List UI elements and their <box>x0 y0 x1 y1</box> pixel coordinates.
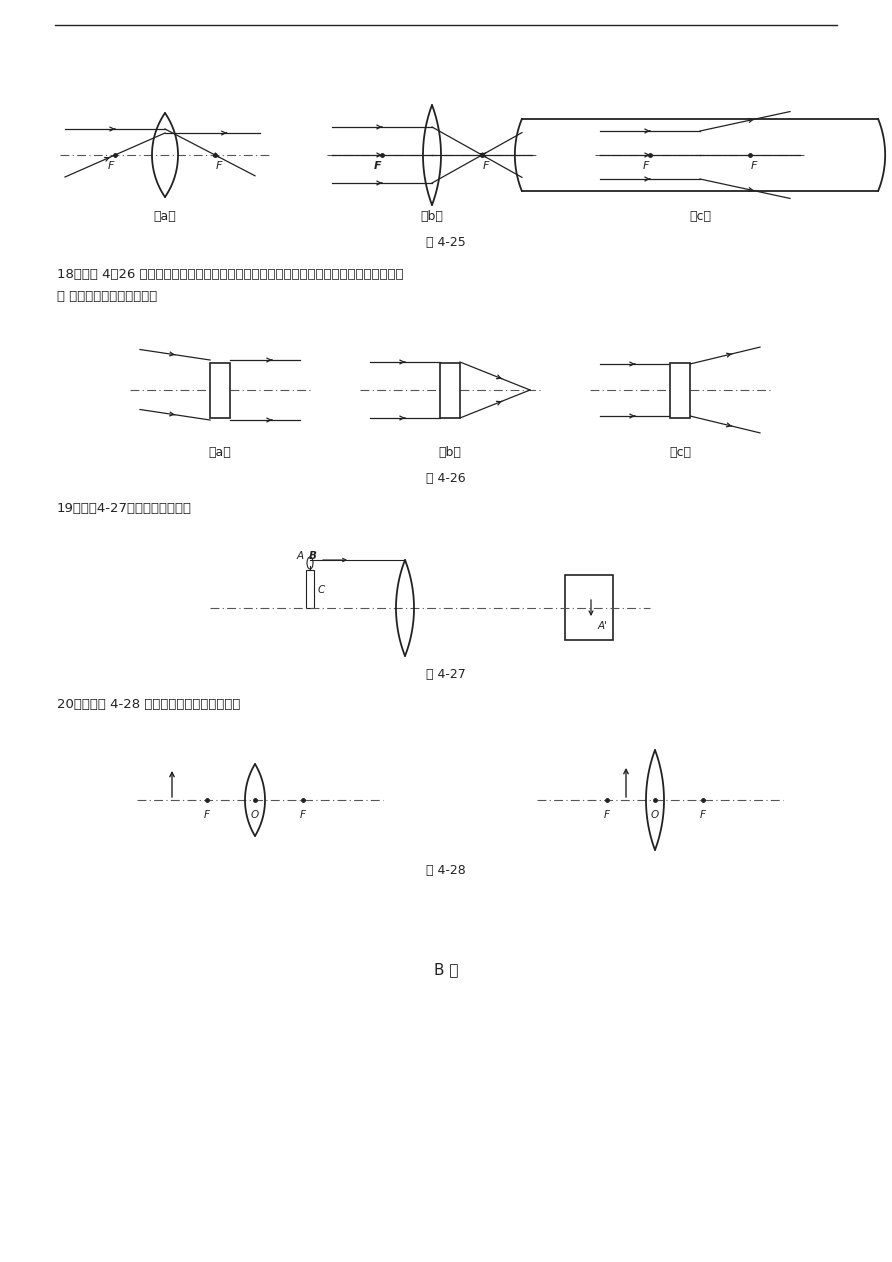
Text: 19、在图4-27中，完成光路图。: 19、在图4-27中，完成光路图。 <box>57 502 192 515</box>
Text: （a）: （a） <box>209 447 231 459</box>
Text: （b）: （b） <box>420 211 443 223</box>
Text: F: F <box>216 162 222 170</box>
Text: F: F <box>604 810 610 820</box>
Text: （c）: （c） <box>689 211 711 223</box>
Text: A: A <box>296 551 303 562</box>
Text: F: F <box>204 810 210 820</box>
Text: F: F <box>751 162 757 170</box>
Text: B 卷: B 卷 <box>434 963 458 978</box>
Text: （c）: （c） <box>669 447 691 459</box>
Text: F: F <box>374 162 381 170</box>
Text: 图 4-25: 图 4-25 <box>426 236 466 250</box>
Text: O: O <box>651 810 659 820</box>
Text: F: F <box>300 810 306 820</box>
Text: F: F <box>483 162 490 170</box>
Text: F: F <box>108 162 114 170</box>
Text: 图 4-26: 图 4-26 <box>426 472 466 485</box>
Text: F: F <box>642 162 649 170</box>
Ellipse shape <box>307 557 313 569</box>
Text: 20、请在图 4-28 中用作图法画出物体的像。: 20、请在图 4-28 中用作图法画出物体的像。 <box>57 698 240 711</box>
Text: O: O <box>251 810 259 820</box>
Text: （b）: （b） <box>439 447 461 459</box>
Text: 图 4-28: 图 4-28 <box>426 863 466 877</box>
Text: B: B <box>309 551 317 562</box>
Text: （a）: （a） <box>153 211 177 223</box>
Text: F: F <box>700 810 706 820</box>
Bar <box>670 362 690 418</box>
Text: 18、如图 4－26 所示，根据图中画出的光线通过透镜前后的传播方向，请在图中的方框内填: 18、如图 4－26 所示，根据图中画出的光线通过透镜前后的传播方向，请在图中的… <box>57 268 403 281</box>
Bar <box>306 570 314 608</box>
Text: 入 适当的透镜种类的符号。: 入 适当的透镜种类的符号。 <box>57 290 157 303</box>
Bar <box>440 362 460 418</box>
Text: A': A' <box>598 621 608 631</box>
Bar <box>565 575 613 640</box>
Text: C: C <box>318 586 326 594</box>
Bar <box>210 362 230 418</box>
Text: 图 4-27: 图 4-27 <box>426 669 466 681</box>
